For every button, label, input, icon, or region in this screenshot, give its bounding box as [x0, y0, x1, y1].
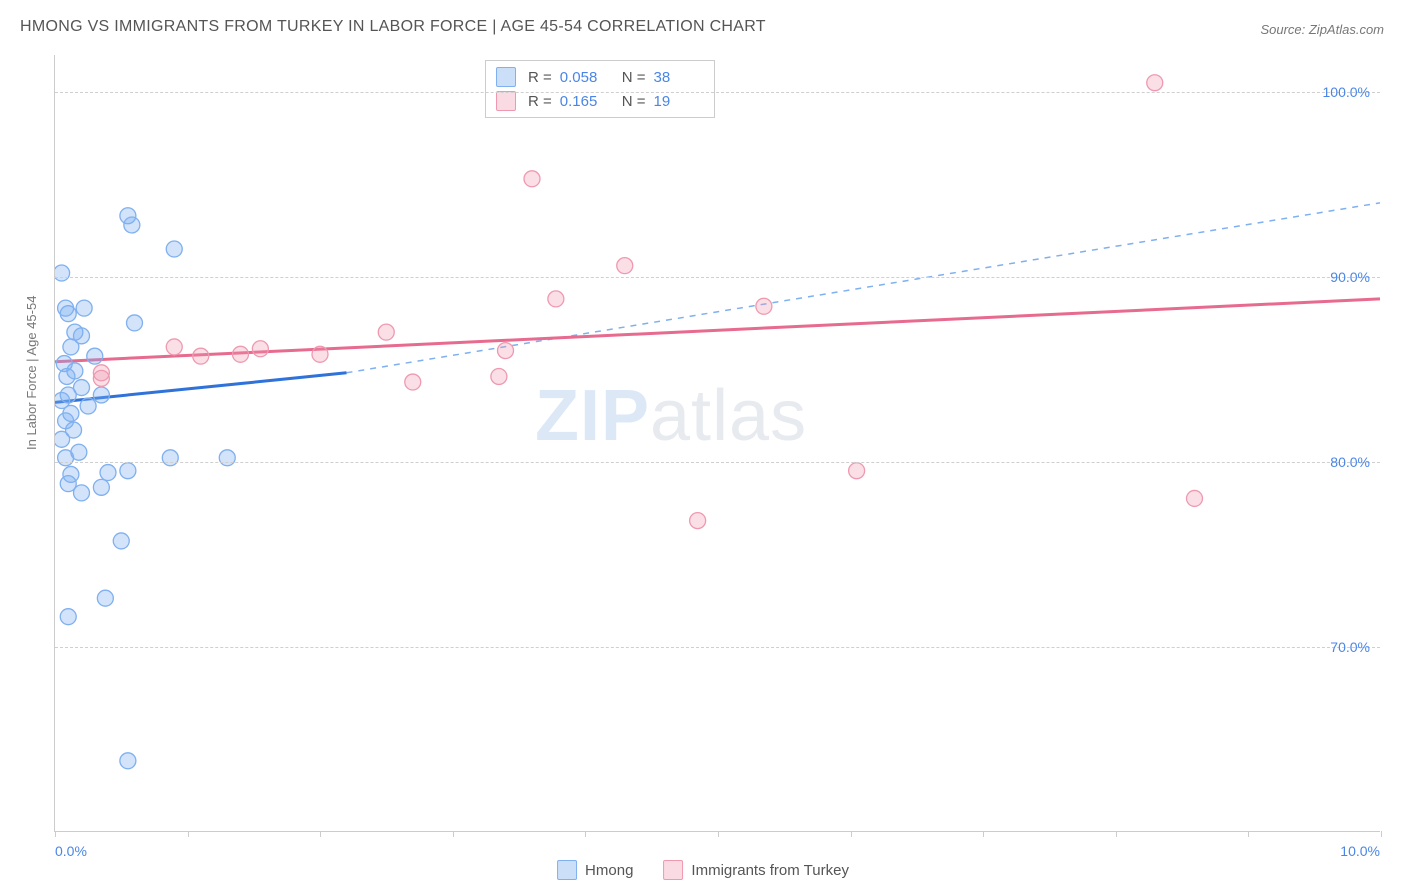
x-tick — [1381, 831, 1382, 837]
data-point — [756, 298, 772, 314]
data-point — [76, 300, 92, 316]
x-tick — [1116, 831, 1117, 837]
data-point — [55, 431, 70, 447]
x-tick — [718, 831, 719, 837]
data-point — [74, 485, 90, 501]
legend-label: Hmong — [585, 862, 633, 879]
x-tick — [55, 831, 56, 837]
data-point — [193, 348, 209, 364]
data-point — [548, 291, 564, 307]
source-attribution: Source: ZipAtlas.com — [1260, 22, 1384, 37]
legend-row: R = 0.058 N = 38 — [496, 65, 704, 89]
data-point — [378, 324, 394, 340]
legend-item: Immigrants from Turkey — [663, 860, 849, 880]
gridline — [55, 277, 1380, 278]
data-point — [100, 465, 116, 481]
data-point — [60, 609, 76, 625]
correlation-legend: R = 0.058 N = 38 R = 0.165 N = 19 — [485, 60, 715, 118]
data-point — [120, 753, 136, 769]
data-point — [60, 306, 76, 322]
data-point — [405, 374, 421, 390]
x-tick-label: 0.0% — [55, 843, 87, 859]
data-point — [63, 339, 79, 355]
data-point — [690, 513, 706, 529]
y-axis-label: In Labor Force | Age 45-54 — [24, 296, 39, 450]
x-tick-label: 10.0% — [1340, 843, 1380, 859]
r-label: R = — [528, 69, 552, 86]
data-point — [498, 343, 514, 359]
legend-swatch — [496, 91, 516, 111]
data-point — [124, 217, 140, 233]
y-tick-label: 80.0% — [1330, 454, 1370, 470]
r-value: 0.165 — [560, 93, 610, 110]
data-point — [1147, 75, 1163, 91]
scatter-svg — [55, 55, 1380, 831]
x-tick — [1248, 831, 1249, 837]
x-tick — [585, 831, 586, 837]
data-point — [491, 368, 507, 384]
data-point — [166, 241, 182, 257]
data-point — [59, 368, 75, 384]
legend-item: Hmong — [557, 860, 633, 880]
x-tick — [851, 831, 852, 837]
n-label: N = — [622, 69, 646, 86]
n-value: 19 — [654, 93, 704, 110]
data-point — [1187, 490, 1203, 506]
data-point — [80, 398, 96, 414]
legend-label: Immigrants from Turkey — [691, 862, 849, 879]
data-point — [162, 450, 178, 466]
data-point — [87, 348, 103, 364]
data-point — [219, 450, 235, 466]
legend-swatch — [557, 860, 577, 880]
data-point — [97, 590, 113, 606]
data-point — [93, 387, 109, 403]
data-point — [113, 533, 129, 549]
gridline — [55, 92, 1380, 93]
x-tick — [983, 831, 984, 837]
data-point — [252, 341, 268, 357]
r-label: R = — [528, 93, 552, 110]
x-tick — [320, 831, 321, 837]
data-point — [524, 171, 540, 187]
n-label: N = — [622, 93, 646, 110]
data-point — [849, 463, 865, 479]
n-value: 38 — [654, 69, 704, 86]
data-point — [93, 370, 109, 386]
data-point — [58, 450, 74, 466]
plot-area: ZIPatlas R = 0.058 N = 38 R = 0.165 N = … — [54, 55, 1380, 832]
chart-title: HMONG VS IMMIGRANTS FROM TURKEY IN LABOR… — [20, 18, 766, 36]
gridline — [55, 462, 1380, 463]
y-tick-label: 90.0% — [1330, 269, 1370, 285]
data-point — [233, 346, 249, 362]
x-tick — [453, 831, 454, 837]
data-point — [312, 346, 328, 362]
data-point — [55, 265, 70, 281]
gridline — [55, 647, 1380, 648]
legend-swatch — [496, 67, 516, 87]
data-point — [120, 463, 136, 479]
y-tick-label: 70.0% — [1330, 639, 1370, 655]
r-value: 0.058 — [560, 69, 610, 86]
x-tick — [188, 831, 189, 837]
y-tick-label: 100.0% — [1323, 84, 1370, 100]
data-point — [127, 315, 143, 331]
data-point — [617, 258, 633, 274]
series-legend: Hmong Immigrants from Turkey — [557, 860, 849, 880]
legend-swatch — [663, 860, 683, 880]
data-point — [93, 479, 109, 495]
data-point — [166, 339, 182, 355]
